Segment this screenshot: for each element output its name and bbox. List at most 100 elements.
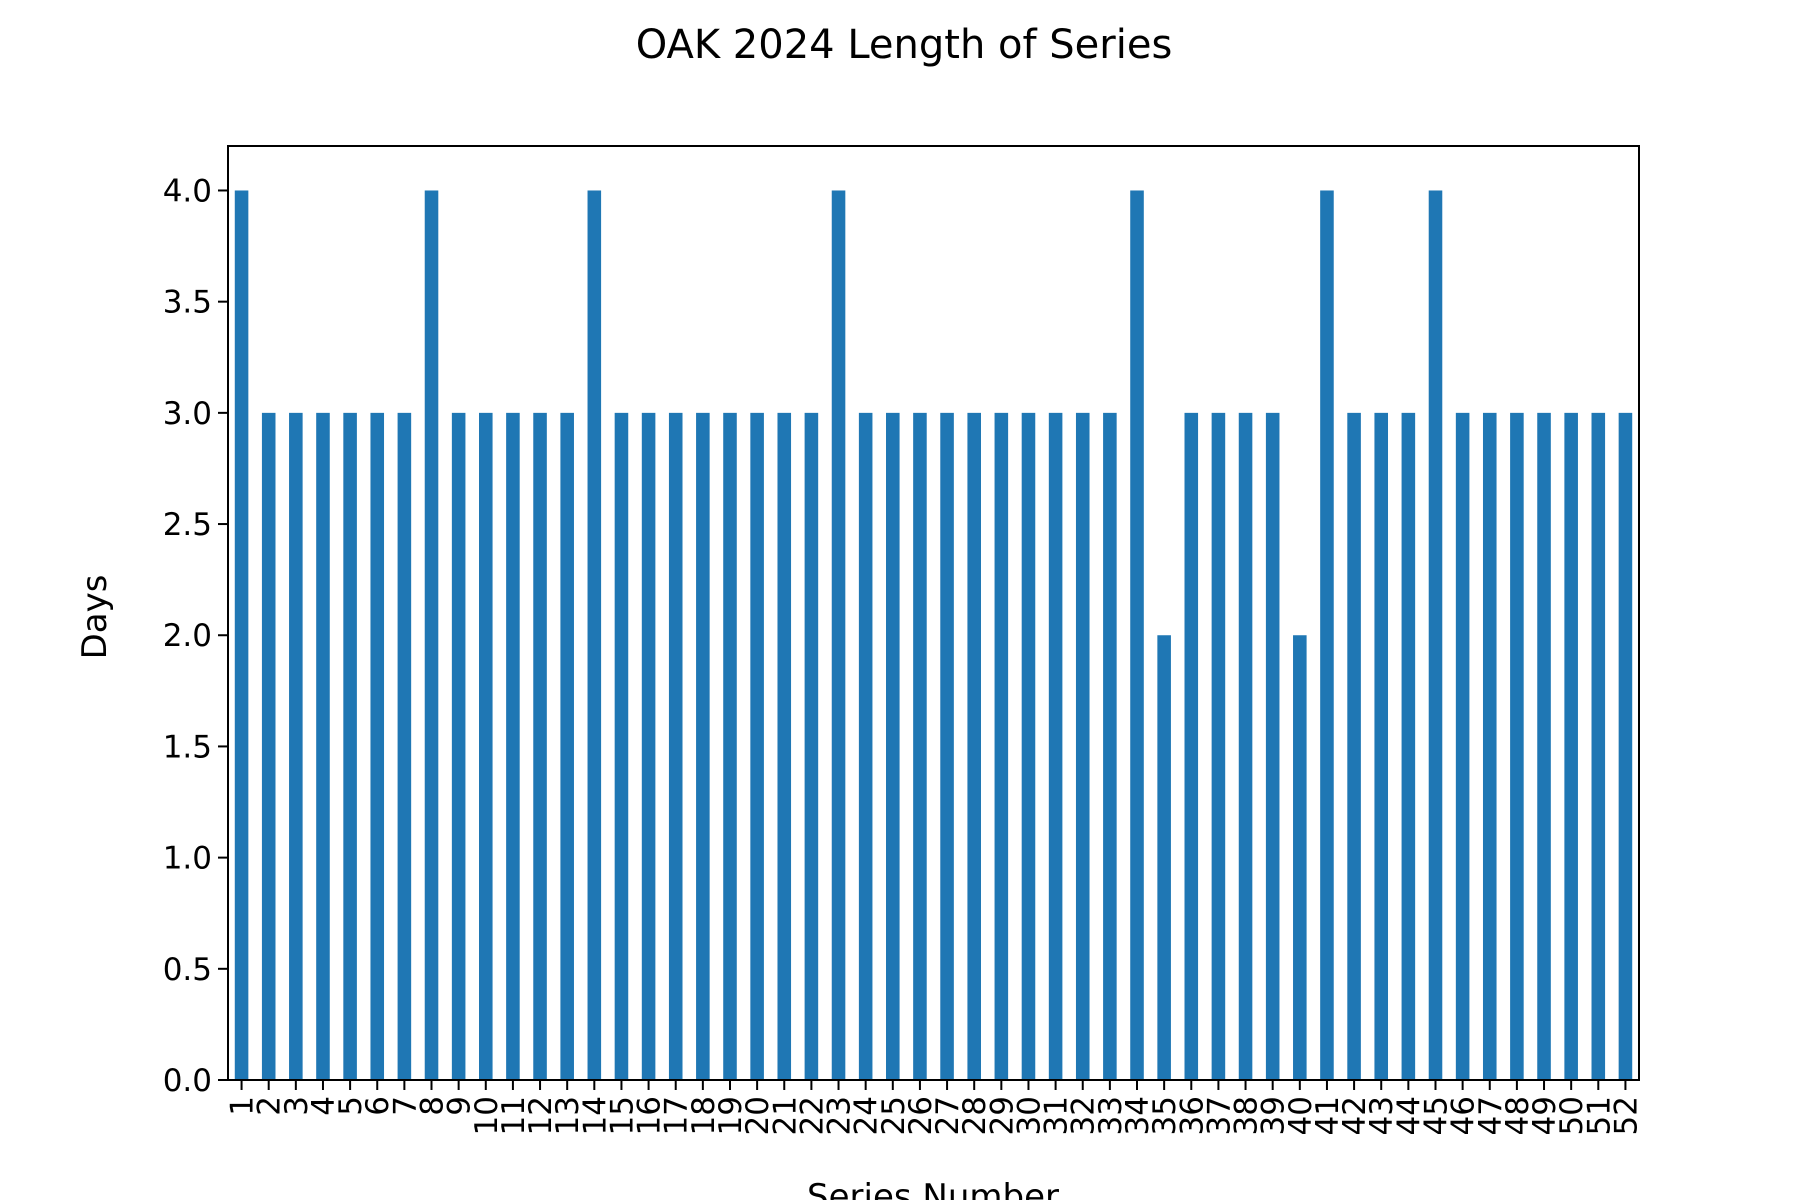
x-tick-label: 2 bbox=[252, 1096, 288, 1116]
x-tick-label: 42 bbox=[1337, 1096, 1373, 1135]
x-tick-label: 24 bbox=[849, 1096, 885, 1135]
x-tick-label: 38 bbox=[1229, 1096, 1265, 1135]
bar-series-12 bbox=[533, 412, 547, 1080]
bar-series-25 bbox=[886, 412, 900, 1080]
bar-series-14 bbox=[587, 190, 602, 1081]
y-tick-label: 2.0 bbox=[163, 618, 212, 654]
bar-series-31 bbox=[1048, 412, 1063, 1080]
x-tick-label: 41 bbox=[1310, 1096, 1346, 1135]
bars-layer bbox=[234, 190, 1633, 1081]
bar-series-13 bbox=[560, 412, 574, 1080]
bar-series-45 bbox=[1428, 190, 1443, 1081]
bar-series-1 bbox=[234, 190, 249, 1081]
x-tick-label: 4 bbox=[306, 1096, 342, 1116]
bar-series-36 bbox=[1184, 412, 1199, 1080]
x-tick-label: 36 bbox=[1174, 1096, 1210, 1135]
bar-series-10 bbox=[479, 412, 493, 1080]
x-axis: 1234567891011121314151617181920212223242… bbox=[225, 1080, 1644, 1135]
bar-series-21 bbox=[777, 412, 792, 1080]
bar-series-43 bbox=[1374, 412, 1389, 1080]
x-tick-label: 3 bbox=[279, 1096, 315, 1116]
x-tick-label: 52 bbox=[1608, 1096, 1644, 1135]
x-tick-label: 32 bbox=[1066, 1096, 1102, 1135]
bar-series-47 bbox=[1482, 412, 1497, 1080]
chart-title: OAK 2024 Length of Series bbox=[636, 22, 1173, 68]
x-tick-label: 31 bbox=[1039, 1096, 1075, 1135]
bar-series-41 bbox=[1320, 190, 1334, 1081]
bar-series-9 bbox=[451, 412, 466, 1080]
x-tick-label: 34 bbox=[1120, 1096, 1156, 1135]
bar-series-40 bbox=[1293, 635, 1307, 1080]
bar-series-35 bbox=[1157, 635, 1171, 1080]
x-tick-label: 37 bbox=[1201, 1096, 1237, 1135]
bar-series-20 bbox=[750, 412, 764, 1080]
bar-series-4 bbox=[316, 412, 330, 1080]
y-axis-label: Days bbox=[75, 575, 115, 660]
x-tick-label: 18 bbox=[686, 1096, 722, 1135]
x-tick-label: 49 bbox=[1527, 1096, 1563, 1135]
bar-series-38 bbox=[1238, 412, 1253, 1080]
x-tick-label: 40 bbox=[1283, 1096, 1319, 1135]
bar-series-46 bbox=[1455, 412, 1470, 1080]
x-tick-label: 11 bbox=[496, 1096, 532, 1135]
x-tick-label: 28 bbox=[957, 1096, 993, 1135]
x-tick-label: 45 bbox=[1418, 1096, 1454, 1135]
x-tick-label: 8 bbox=[415, 1096, 451, 1116]
x-tick-label: 33 bbox=[1093, 1096, 1129, 1135]
x-tick-label: 6 bbox=[360, 1096, 396, 1116]
x-tick-label: 51 bbox=[1581, 1096, 1617, 1135]
y-tick-label: 0.5 bbox=[163, 952, 212, 988]
bar-series-15 bbox=[614, 412, 629, 1080]
x-axis-label: Series Number bbox=[807, 1177, 1059, 1200]
bar-series-39 bbox=[1265, 412, 1280, 1080]
bar-series-24 bbox=[858, 412, 873, 1080]
bar-series-11 bbox=[506, 412, 520, 1080]
y-tick-label: 1.0 bbox=[163, 841, 212, 877]
bar-series-3 bbox=[289, 412, 303, 1080]
x-tick-label: 30 bbox=[1011, 1096, 1047, 1135]
bar-series-2 bbox=[261, 412, 276, 1080]
bar-series-22 bbox=[804, 412, 819, 1080]
y-tick-label: 1.5 bbox=[163, 729, 212, 765]
x-tick-label: 22 bbox=[794, 1096, 830, 1135]
x-tick-label: 47 bbox=[1473, 1096, 1509, 1135]
x-tick-label: 29 bbox=[984, 1096, 1020, 1135]
bar-series-50 bbox=[1564, 412, 1578, 1080]
x-tick-label: 26 bbox=[903, 1096, 939, 1135]
x-tick-label: 17 bbox=[659, 1096, 695, 1135]
bar-series-33 bbox=[1103, 412, 1117, 1080]
x-tick-label: 39 bbox=[1256, 1096, 1292, 1135]
bar-series-48 bbox=[1510, 412, 1524, 1080]
x-tick-label: 1 bbox=[225, 1096, 261, 1116]
x-tick-label: 19 bbox=[713, 1096, 749, 1135]
bar-series-44 bbox=[1401, 412, 1416, 1080]
bar-series-28 bbox=[967, 412, 981, 1080]
x-tick-label: 21 bbox=[767, 1096, 803, 1135]
bar-series-49 bbox=[1537, 412, 1551, 1080]
x-tick-label: 25 bbox=[876, 1096, 912, 1135]
x-tick-label: 46 bbox=[1446, 1096, 1482, 1135]
x-tick-label: 23 bbox=[822, 1096, 858, 1135]
bar-series-37 bbox=[1211, 412, 1226, 1080]
x-tick-label: 27 bbox=[930, 1096, 966, 1135]
y-tick-label: 3.5 bbox=[163, 285, 212, 321]
bar-series-30 bbox=[1021, 412, 1036, 1080]
y-tick-label: 4.0 bbox=[163, 173, 212, 209]
bar-series-52 bbox=[1618, 412, 1633, 1080]
bar-series-27 bbox=[940, 412, 954, 1080]
x-tick-label: 20 bbox=[740, 1096, 776, 1135]
x-tick-label: 12 bbox=[523, 1096, 559, 1135]
x-tick-label: 43 bbox=[1364, 1096, 1400, 1135]
x-tick-label: 35 bbox=[1147, 1096, 1183, 1135]
bar-series-26 bbox=[913, 412, 927, 1080]
x-tick-label: 10 bbox=[469, 1096, 505, 1135]
y-tick-label: 0.0 bbox=[163, 1063, 212, 1099]
x-tick-label: 14 bbox=[577, 1096, 613, 1135]
bar-series-5 bbox=[343, 412, 357, 1080]
x-tick-label: 13 bbox=[550, 1096, 586, 1135]
x-tick-label: 5 bbox=[333, 1096, 369, 1116]
bar-series-23 bbox=[831, 190, 846, 1081]
bar-series-18 bbox=[696, 412, 710, 1080]
